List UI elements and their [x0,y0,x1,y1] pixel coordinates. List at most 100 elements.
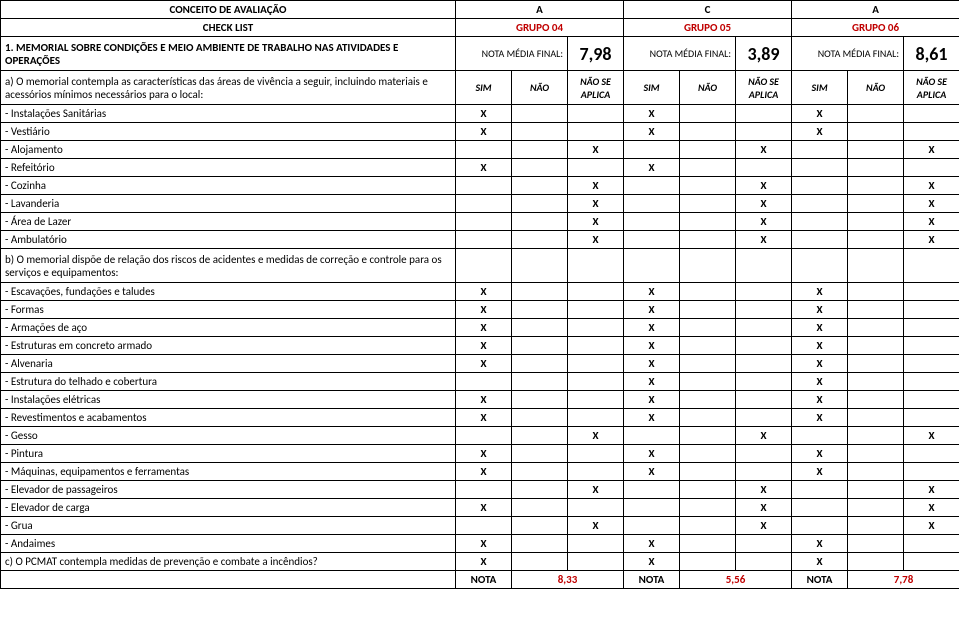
cell-mark [904,337,959,355]
footer-nota-value: 8,33 [512,571,624,589]
cell-mark [848,535,904,553]
cell-mark [680,301,736,319]
cell-mark: X [736,195,792,213]
cell-mark [792,499,848,517]
cell-mark [848,427,904,445]
cell-mark: X [792,319,848,337]
cell-mark [568,373,624,391]
group-05: GRUPO 05 [624,19,792,37]
cell-mark [512,123,568,141]
cell-mark [848,481,904,499]
empty-cell [792,249,848,283]
footer-nota-value: 7,78 [848,571,959,589]
cell-mark [512,517,568,535]
cell-mark [848,391,904,409]
cell-mark: X [456,105,512,123]
cell-mark [512,159,568,177]
cell-mark: X [624,409,680,427]
row-label: - Área de Lazer [1,213,456,231]
cell-mark [904,105,959,123]
cell-mark: X [456,463,512,481]
cell-mark [568,123,624,141]
cell-mark: X [624,391,680,409]
cell-mark [848,373,904,391]
cell-mark: X [736,213,792,231]
nota-media-label: NOTA MÉDIA FINAL: [624,37,736,71]
cell-mark: X [456,319,512,337]
concept-label: CONCEITO DE AVALIAÇÃO [1,1,456,19]
cell-mark [680,195,736,213]
cell-mark [568,319,624,337]
cell-mark: X [624,283,680,301]
cell-mark [904,301,959,319]
cell-mark [680,481,736,499]
cell-mark [680,535,736,553]
row-label: - Elevador de passageiros [1,481,456,499]
cell-mark [736,319,792,337]
cell-mark: X [624,159,680,177]
cell-mark [512,337,568,355]
row-label: - Escavações, fundações e taludes [1,283,456,301]
subhead-b: b) O memorial dispõe de relação dos risc… [1,249,456,283]
row-label: - Instalações elétricas [1,391,456,409]
cell-mark [512,499,568,517]
cell-mark [848,123,904,141]
cell-mark: X [568,427,624,445]
cell-mark: X [624,123,680,141]
cell-mark [512,231,568,249]
cell-mark: X [456,499,512,517]
col-sim: SIM [456,71,512,105]
cell-mark [568,391,624,409]
cell-mark: X [456,283,512,301]
cell-mark: X [624,373,680,391]
cell-mark [848,355,904,373]
cell-mark [512,553,568,571]
nota-media-label: NOTA MÉDIA FINAL: [792,37,904,71]
cell-mark [736,409,792,427]
cell-mark [456,481,512,499]
cell-mark: X [624,445,680,463]
cell-mark [624,499,680,517]
cell-mark [848,301,904,319]
cell-mark: X [792,535,848,553]
cell-mark: X [792,301,848,319]
cell-mark: X [456,409,512,427]
cell-mark [512,427,568,445]
cell-mark: X [568,231,624,249]
cell-mark [680,373,736,391]
cell-mark: X [624,535,680,553]
cell-mark [904,355,959,373]
cell-mark [736,391,792,409]
cell-mark [568,301,624,319]
cell-mark [792,481,848,499]
cell-mark [680,337,736,355]
cell-mark: X [456,391,512,409]
cell-mark [848,319,904,337]
cell-mark [456,213,512,231]
cell-mark [624,517,680,535]
cell-mark: X [792,391,848,409]
group-04: GRUPO 04 [456,19,624,37]
cell-mark [456,231,512,249]
row-label: c) O PCMAT contempla medidas de prevençã… [1,553,456,571]
cell-mark: X [456,123,512,141]
section-title: 1. MEMORIAL SOBRE CONDIÇÕES E MEIO AMBIE… [1,37,456,71]
row-label: - Instalações Sanitárias [1,105,456,123]
cell-mark: X [792,463,848,481]
checklist-label: CHECK LIST [1,19,456,37]
cell-mark [568,499,624,517]
cell-mark [512,481,568,499]
cell-mark [848,337,904,355]
cell-mark [736,283,792,301]
cell-mark: X [568,177,624,195]
cell-mark [568,283,624,301]
cell-mark [792,141,848,159]
cell-mark [904,159,959,177]
cell-mark [456,177,512,195]
col-nsa: NÃO SE APLICA [568,71,624,105]
col-sim: SIM [624,71,680,105]
cell-mark [568,535,624,553]
cell-mark [904,445,959,463]
cell-mark: X [456,355,512,373]
row-label: - Cozinha [1,177,456,195]
